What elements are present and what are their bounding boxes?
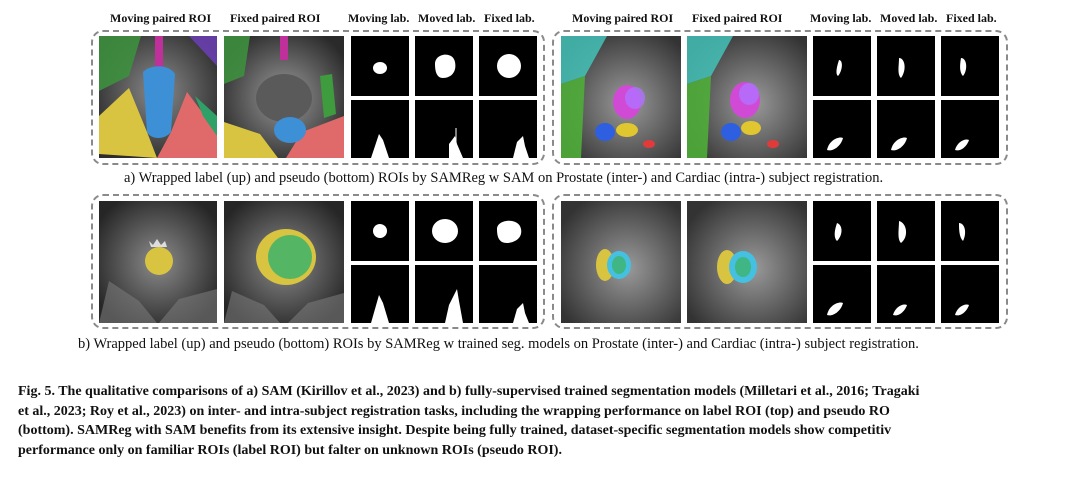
prostate-fixed-roi-trained-image [224,201,344,323]
header-prostate-fixed-lab: Fixed lab. [484,11,535,25]
prostate-label-fixed-trained-image [479,201,537,261]
figure-caption-line-3: (bottom). SAMReg with SAM benefits from … [18,423,892,438]
prostate-label-moved-image [415,36,473,96]
cardiac-label-fixed-trained-image [941,201,999,261]
prostate-label-fixed-image [479,36,537,96]
figure-caption-line-4: performance only on familiar ROIs (label… [18,442,562,458]
prostate-pseudo-moving-image [351,100,409,158]
prostate-trained-panel [91,194,545,329]
cardiac-fixed-roi-trained-image [687,201,807,323]
cardiac-label-moved-image [877,36,935,96]
cardiac-pseudo-moving-image [813,100,871,158]
prostate-sam-panel [91,30,545,165]
cardiac-sam-panel [552,30,1008,165]
caption-a: a) Wrapped label (up) and pseudo (bottom… [124,170,884,186]
cardiac-trained-panel [552,194,1008,329]
prostate-label-moving-image [351,36,409,96]
cardiac-pseudo-fixed-image [941,100,999,158]
cardiac-moving-roi-trained-image [561,201,681,323]
caption-b: b) Wrapped label (up) and pseudo (bottom… [78,336,919,352]
prostate-moving-roi-trained-image [99,201,217,323]
prostate-pseudo-fixed-trained-image [479,265,537,323]
prostate-pseudo-moved-trained-image [415,265,473,323]
prostate-moving-roi-image [99,36,217,158]
cardiac-label-moved-trained-image [877,201,935,261]
prostate-fixed-roi-image [224,36,344,158]
header-prostate-moving-roi: Moving paired ROI [110,11,212,25]
figure-caption-line-2: et al., 2023; Roy et al., 2023) on inter… [18,403,890,419]
cardiac-pseudo-fixed-trained-image [941,265,999,323]
figure-caption: Fig. 5. The qualitative comparisons of a… [18,382,1080,460]
figure-caption-line-1: Fig. 5. The qualitative comparisons of a… [18,384,920,399]
cardiac-pseudo-moving-trained-image [813,265,871,323]
cardiac-label-moving-trained-image [813,201,871,261]
cardiac-pseudo-moved-image [877,100,935,158]
header-cardiac-fixed-lab: Fixed lab. [946,11,997,25]
header-prostate-moved-lab: Moved lab. [418,11,476,25]
cardiac-fixed-roi-image [687,36,807,158]
cardiac-label-fixed-image [941,36,999,96]
cardiac-label-moving-image [813,36,871,96]
prostate-label-moving-trained-image [351,201,409,261]
header-prostate-moving-lab: Moving lab. [348,11,410,25]
header-cardiac-moving-lab: Moving lab. [810,11,872,25]
header-prostate-fixed-roi: Fixed paired ROI [230,11,321,25]
prostate-label-moved-trained-image [415,201,473,261]
header-cardiac-moving-roi: Moving paired ROI [572,11,674,25]
header-cardiac-fixed-roi: Fixed paired ROI [692,11,783,25]
prostate-pseudo-moved-image [415,100,473,158]
prostate-pseudo-moving-trained-image [351,265,409,323]
prostate-pseudo-fixed-image [479,100,537,158]
cardiac-moving-roi-image [561,36,681,158]
cardiac-pseudo-moved-trained-image [877,265,935,323]
header-cardiac-moved-lab: Moved lab. [880,11,938,25]
